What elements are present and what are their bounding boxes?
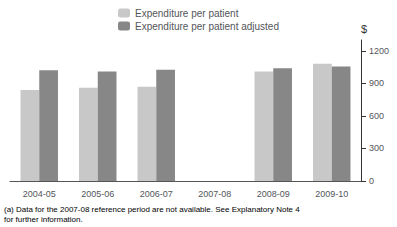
svg-text:600: 600 bbox=[369, 111, 384, 121]
svg-text:0: 0 bbox=[369, 176, 374, 186]
svg-text:1200: 1200 bbox=[369, 46, 389, 56]
svg-text:300: 300 bbox=[369, 143, 384, 153]
svg-text:Expenditure per patient: Expenditure per patient bbox=[135, 8, 239, 19]
svg-text:900: 900 bbox=[369, 78, 384, 88]
svg-text:2007-08: 2007-08 bbox=[198, 189, 231, 199]
svg-text:(a) Data for the 2007-08 refer: (a) Data for the 2007-08 reference perio… bbox=[4, 205, 300, 214]
svg-text:for further information.: for further information. bbox=[4, 215, 83, 224]
svg-text:2006-07: 2006-07 bbox=[140, 189, 173, 199]
svg-text:2008-09: 2008-09 bbox=[257, 189, 290, 199]
svg-text:2009-10: 2009-10 bbox=[315, 189, 348, 199]
svg-text:$: $ bbox=[361, 23, 367, 35]
svg-text:2005-06: 2005-06 bbox=[81, 189, 114, 199]
svg-text:2004-05: 2004-05 bbox=[23, 189, 56, 199]
svg-text:Expenditure per patient adjust: Expenditure per patient adjusted bbox=[135, 21, 279, 32]
